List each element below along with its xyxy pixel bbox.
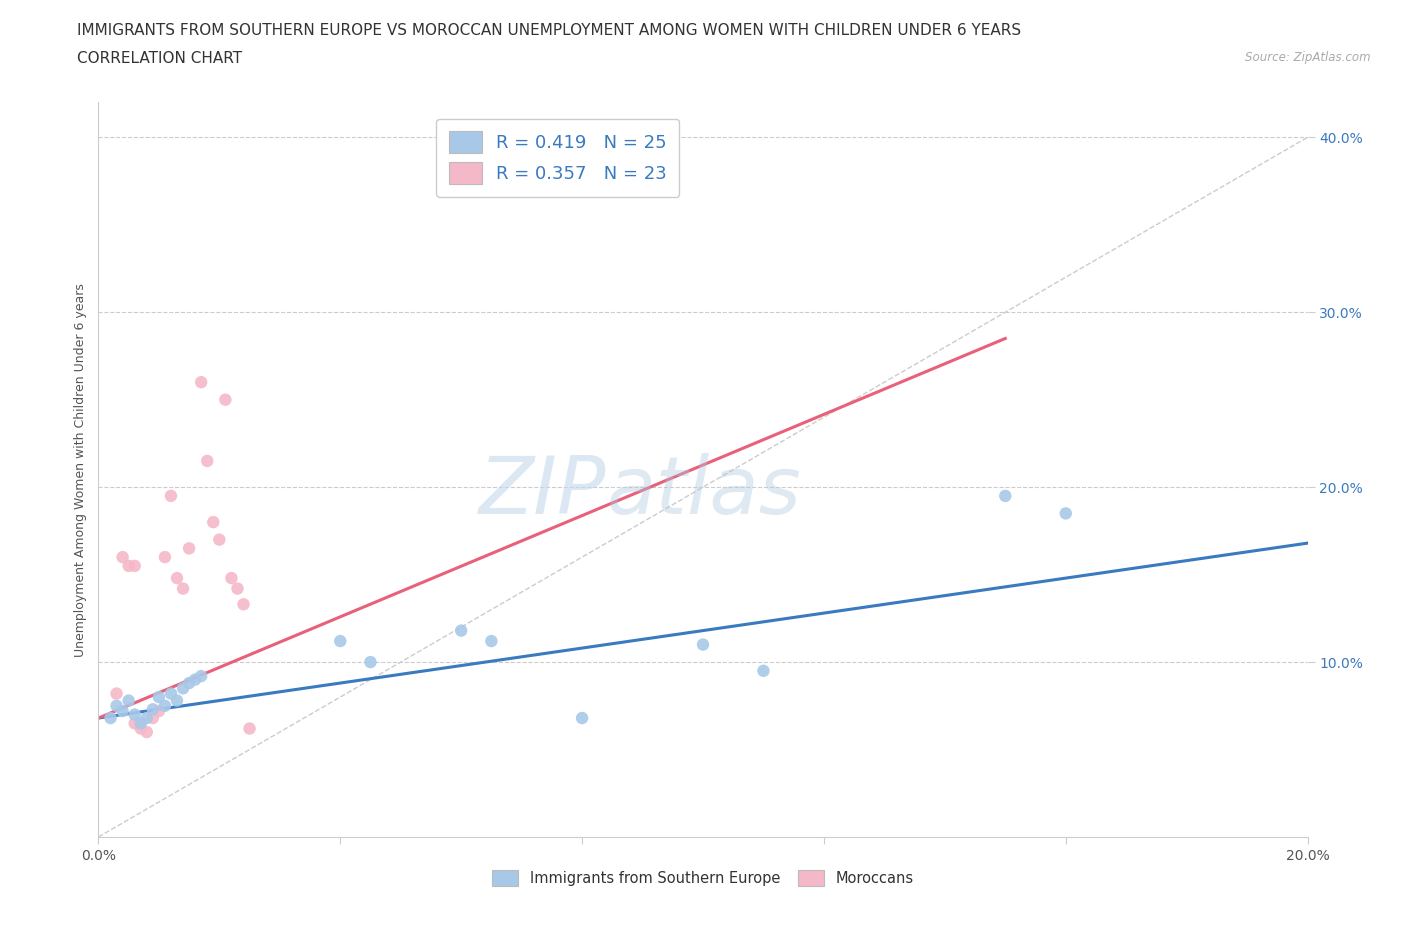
Point <box>1054 506 1077 521</box>
Point <box>148 690 170 705</box>
Text: IMMIGRANTS FROM SOUTHERN EUROPE VS MOROCCAN UNEMPLOYMENT AMONG WOMEN WITH CHILDR: IMMIGRANTS FROM SOUTHERN EUROPE VS MOROC… <box>77 23 1021 38</box>
Point <box>208 532 231 547</box>
Point <box>190 375 212 390</box>
Point <box>184 672 207 687</box>
Point <box>360 655 382 670</box>
Point <box>148 704 170 719</box>
Point <box>202 514 225 529</box>
Point <box>118 693 141 708</box>
Point <box>179 541 201 556</box>
Text: CORRELATION CHART: CORRELATION CHART <box>77 51 242 66</box>
Point <box>153 698 176 713</box>
Text: Source: ZipAtlas.com: Source: ZipAtlas.com <box>1246 51 1371 64</box>
Point <box>105 686 128 701</box>
Point <box>994 488 1017 503</box>
Point <box>172 581 194 596</box>
Point <box>571 711 593 725</box>
Point <box>179 675 201 690</box>
Point <box>135 724 157 739</box>
Point <box>105 698 128 713</box>
Point <box>160 686 183 701</box>
Point <box>752 663 775 678</box>
Point <box>111 704 134 719</box>
Point <box>450 623 472 638</box>
Point <box>481 633 503 648</box>
Point <box>239 721 262 736</box>
Point <box>124 707 146 722</box>
Point <box>214 392 236 407</box>
Point <box>166 693 188 708</box>
Point <box>195 454 218 469</box>
Point <box>118 558 141 573</box>
Point <box>100 711 122 725</box>
Point <box>124 716 146 731</box>
Point <box>111 550 134 565</box>
Point <box>232 597 254 612</box>
Point <box>124 558 146 573</box>
Point <box>329 633 352 648</box>
Point <box>142 711 165 725</box>
Point <box>166 571 188 586</box>
Legend: Immigrants from Southern Europe, Moroccans: Immigrants from Southern Europe, Morocca… <box>486 865 920 892</box>
Point <box>172 681 194 696</box>
Point <box>692 637 714 652</box>
Point <box>153 550 176 565</box>
Point <box>190 669 212 684</box>
Point <box>226 581 249 596</box>
Point <box>129 721 152 736</box>
Point <box>129 716 152 731</box>
Point <box>135 711 157 725</box>
Y-axis label: Unemployment Among Women with Children Under 6 years: Unemployment Among Women with Children U… <box>75 283 87 657</box>
Point <box>142 702 165 717</box>
Point <box>221 571 243 586</box>
Text: ZIP: ZIP <box>479 453 606 531</box>
Point <box>160 488 183 503</box>
Text: atlas: atlas <box>606 453 801 531</box>
